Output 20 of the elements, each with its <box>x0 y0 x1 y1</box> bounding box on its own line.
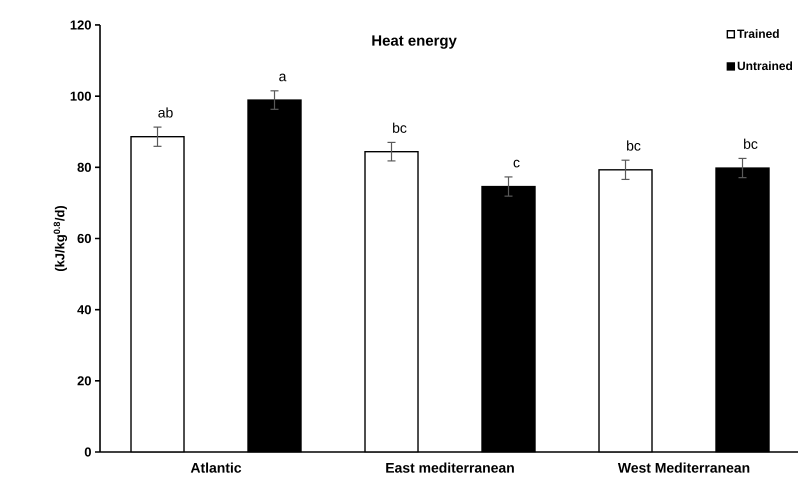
y-tick-label: 0 <box>84 447 91 457</box>
annotation: a <box>279 74 286 82</box>
y-tick-label: 60 <box>78 234 91 244</box>
annotation: c <box>514 160 520 168</box>
y-tick-label: 80 <box>77 162 91 172</box>
y-axis-title: (kJ/kg$^{0.8}$/d) <box>54 206 68 272</box>
legend-label: Trained <box>737 29 779 38</box>
legend-label: Untrained <box>738 61 792 70</box>
x-tick-label: Atlantic <box>190 462 242 473</box>
annotation: ab <box>158 107 173 118</box>
x-tick-label: West Mediterranean <box>618 462 750 473</box>
annotation: bc <box>393 122 407 133</box>
annotation: bc <box>627 140 641 151</box>
y-tick-label: 20 <box>78 376 91 386</box>
y-tick-label: 100 <box>70 92 91 101</box>
y-tick-label: 120 <box>70 20 91 30</box>
text: Heat energy <box>372 35 457 49</box>
annotation: bc <box>744 138 758 149</box>
y-tick-label: 40 <box>77 305 91 314</box>
x-tick-label: East mediterranean <box>386 462 514 473</box>
